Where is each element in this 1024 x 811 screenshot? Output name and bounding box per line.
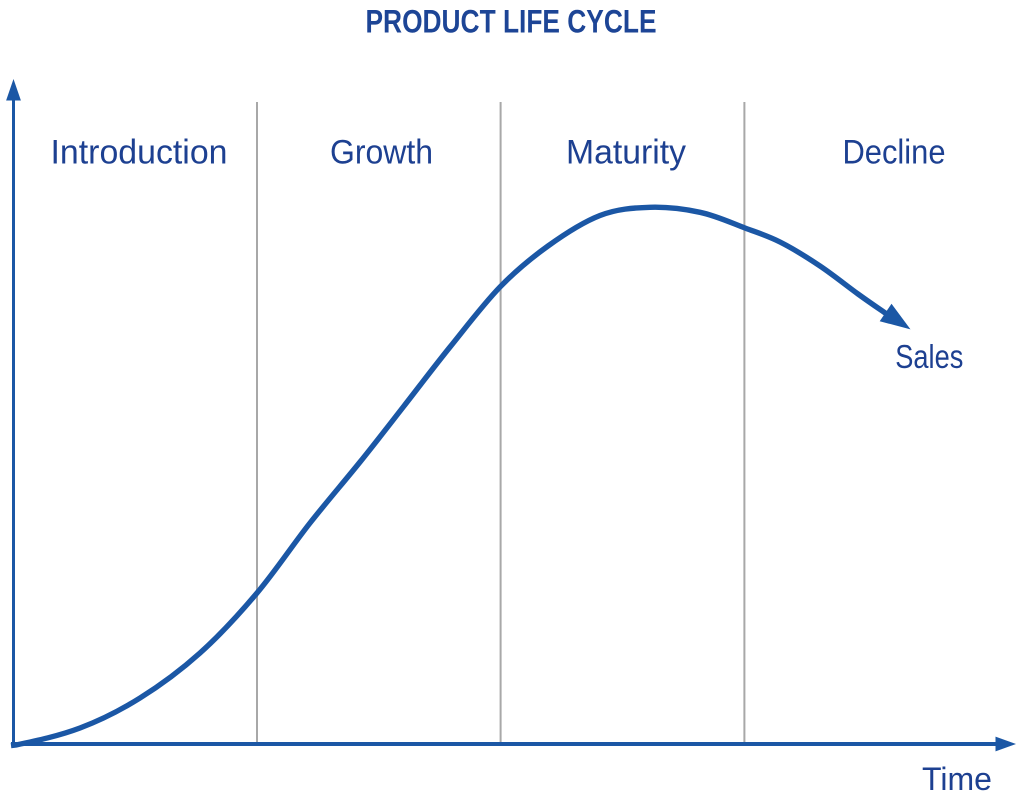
svg-text:Time: Time [922,761,992,797]
svg-text:Introduction: Introduction [51,134,228,172]
svg-text:Sales: Sales [895,338,963,375]
svg-text:Maturity: Maturity [566,134,686,172]
svg-text:Growth: Growth [330,134,433,172]
svg-text:Decline: Decline [843,134,946,172]
svg-text:PRODUCT LIFE CYCLE: PRODUCT LIFE CYCLE [366,3,657,39]
